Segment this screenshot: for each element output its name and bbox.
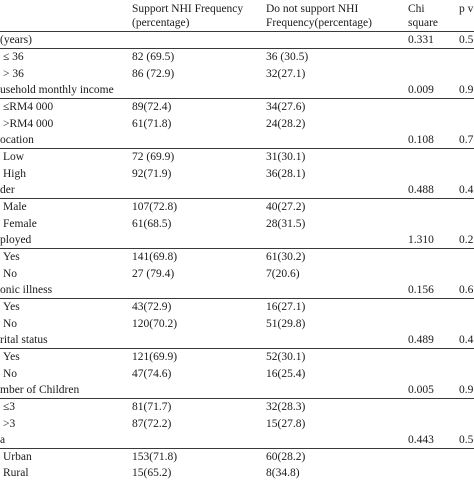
cell-support: 72 (69.9) [132,151,175,163]
cell-support: 47(74.6) [132,368,172,380]
cell-support: 43(72.9) [132,301,172,313]
header-rule [0,31,474,32]
cell-p: 0.4 [459,184,474,196]
cell-chi: 0.489 [408,334,434,346]
row-rule [0,298,474,299]
row-rule [0,198,474,199]
row-rule [0,348,474,349]
header-not-support-line1: Do not support NHI [266,3,359,15]
cell-chi: 0.156 [408,284,434,296]
cell-support: 15(65.2) [132,467,172,479]
cell-not: 61(30.2) [266,251,306,263]
cell-p: 0.4 [459,334,474,346]
cell-not: 7(20.6) [266,268,300,280]
cell-label: No [3,318,18,330]
cell-not: 8(34.8) [266,467,300,479]
cell-support: 27 (79.4) [132,268,175,280]
cell-label: Male [3,201,27,213]
cell-label: High [3,168,26,180]
row-rule [0,448,474,449]
cell-not: 24(28.2) [266,118,306,130]
cell-label: Low [3,151,25,163]
cell-support: 61(71.8) [132,118,172,130]
cell-label: ≤3 [3,401,16,413]
cell-support: 153(71.8) [132,451,178,463]
cell-p: 0.2 [459,234,474,246]
cell-support: 82 (69.5) [132,51,175,63]
header-support-line1: Support NHI Frequency [132,3,244,15]
cell-not: 34(27.6) [266,101,306,113]
cell-not: 36 (30.5) [266,51,309,63]
cell-not: 60(28.2) [266,451,306,463]
cell-label: Yes [3,251,20,263]
cell-support: 141(69.8) [132,251,178,263]
cell-p: 0.5 [459,434,474,446]
cell-p: 0.5 [459,34,474,46]
row-rule [0,148,474,149]
cell-not: 52(30.1) [266,351,306,363]
cell-label: No [3,268,18,280]
cell-label: a [0,434,6,446]
cell-chi: 0.331 [408,34,434,46]
cell-label: >RM4 000 [3,118,54,130]
cell-not: 16(25.4) [266,368,306,380]
row-rule [0,398,474,399]
cell-p: 0.9 [459,84,474,96]
cell-not: 51(29.8) [266,318,306,330]
cell-label: (years) [0,34,32,46]
cell-label: mber of Children [0,384,80,396]
cell-not: 16(27.1) [266,301,306,313]
cell-chi: 0.443 [408,434,434,446]
cell-support: 120(70.2) [132,318,178,330]
cell-chi: 0.005 [408,384,434,396]
cell-label: > 36 [3,68,24,80]
cell-support: 89(72.4) [132,101,172,113]
cell-chi: 0.009 [408,84,434,96]
cell-not: 36(28.1) [266,168,306,180]
cell-label: ≤ 36 [3,51,24,63]
cell-support: 87(72.2) [132,418,172,430]
cell-label: Rural [3,467,29,479]
cell-label: usehold monthly income [0,84,114,96]
cell-label: >3 [3,418,16,430]
cell-label: No [3,368,18,380]
row-rule [0,48,474,49]
cell-label: Female [3,218,37,230]
cell-support: 121(69.9) [132,351,178,363]
cell-p: 0.6 [459,284,474,296]
header-chi-line1: Chi [408,3,425,15]
header-support-line2: (percentage) [132,17,190,29]
header-p-line1: p v [459,3,474,15]
cell-chi: 0.488 [408,184,434,196]
cell-label: Yes [3,301,20,313]
header-not-support-line2: Frequency(percentage) [266,17,372,29]
cell-not: 32(27.1) [266,68,306,80]
cell-chi: 1.310 [408,234,434,246]
cell-support: 86 (72.9) [132,68,175,80]
cell-not: 32(28.3) [266,401,306,413]
cell-support: 92(71.9) [132,168,172,180]
cell-support: 61(68.5) [132,218,172,230]
row-rule [0,98,474,99]
header-chi-line2: square [408,17,439,29]
cell-not: 28(31.5) [266,218,306,230]
cell-p: 0.9 [459,384,474,396]
cell-support: 107(72.8) [132,201,178,213]
cell-label: Urban [3,451,32,463]
cell-label: ocation [0,134,34,146]
cell-not: 40(27.2) [266,201,306,213]
cell-support: 81(71.7) [132,401,172,413]
cell-label: rital status [0,334,48,346]
cell-not: 15(27.8) [266,418,306,430]
cell-chi: 0.108 [408,134,434,146]
cell-label: ployed [0,234,32,246]
cell-label: Yes [3,351,20,363]
cell-label: onic illness [0,284,53,296]
row-rule [0,248,474,249]
cell-p: 0.7 [459,134,474,146]
cell-not: 31(30.1) [266,151,306,163]
cell-label: der [0,184,15,196]
cell-label: ≤RM4 000 [3,101,54,113]
